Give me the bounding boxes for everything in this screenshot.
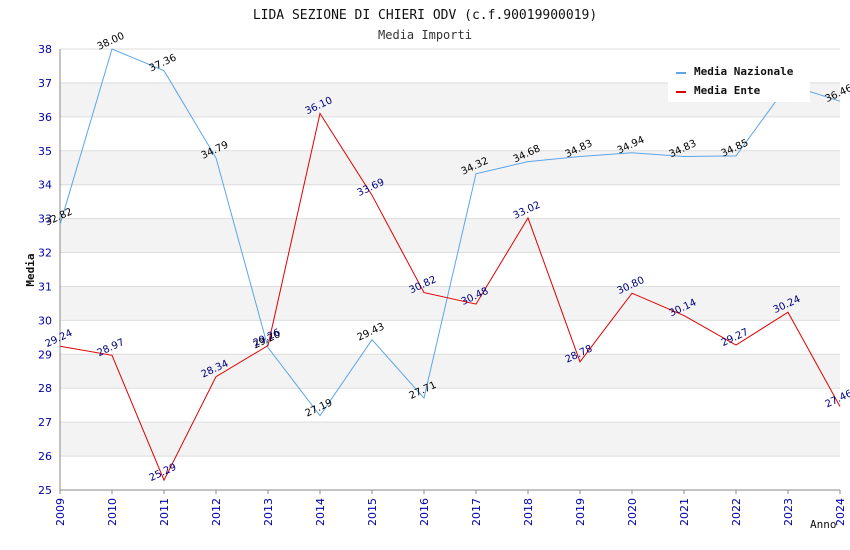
chart-title: LIDA SEZIONE DI CHIERI ODV (c.f.90019900… <box>253 8 597 23</box>
x-tick-label: 2013 <box>262 498 275 526</box>
x-axis-label: Anno <box>810 518 837 531</box>
y-axis-label: Media <box>24 253 37 286</box>
y-tick-label: 27 <box>38 416 52 429</box>
grid-band <box>60 116 840 151</box>
x-tick-label: 2016 <box>418 498 431 526</box>
x-tick-label: 2010 <box>106 498 119 526</box>
grid-band <box>60 252 840 287</box>
x-tick-label: 2021 <box>678 498 691 526</box>
series-line-media-ente <box>59 112 841 482</box>
legend: Media Nazionale Media Ente <box>668 58 810 102</box>
x-tick-label: 2018 <box>522 498 535 526</box>
x-tick-label: 2019 <box>574 498 587 526</box>
legend-background <box>668 58 810 102</box>
legend-label-media-ente: Media Ente <box>694 84 761 97</box>
x-tick-label: 2024 <box>834 498 847 526</box>
grid-band <box>60 184 840 219</box>
grid-band <box>60 218 840 253</box>
x-tick-label: 2022 <box>730 498 743 526</box>
grid-band <box>60 456 840 490</box>
grid-band <box>60 320 840 355</box>
x-tick-label: 2009 <box>54 498 67 526</box>
y-tick-label: 28 <box>38 382 52 395</box>
y-tick-label: 26 <box>38 450 52 463</box>
x-tick-label: 2014 <box>314 498 327 526</box>
x-tick-label: 2011 <box>158 498 171 526</box>
series-lines <box>59 48 841 482</box>
x-tick-label: 2015 <box>366 498 379 526</box>
y-tick-label: 33 <box>38 213 52 226</box>
chart-subtitle: Media Importi <box>378 28 472 42</box>
y-tick-label: 38 <box>38 43 52 56</box>
y-tick-label: 25 <box>38 484 52 497</box>
y-tick-label: 35 <box>38 145 52 158</box>
x-tick-label: 2023 <box>782 498 795 526</box>
grid-band <box>60 388 840 423</box>
grid-band <box>60 354 840 389</box>
y-tick-label: 32 <box>38 247 52 260</box>
grid-band <box>60 286 840 321</box>
grid-band <box>60 422 840 457</box>
x-tick-label: 2012 <box>210 498 223 526</box>
axes: 25 26 27 28 29 30 31 32 33 34 35 36 37 38 2009 2010 2011… <box>38 43 847 526</box>
series-line-media-nazionale <box>59 48 841 417</box>
y-tick-label: 30 <box>38 314 52 327</box>
grid-bands <box>60 48 840 491</box>
legend-label-media-nazionale: Media Nazionale <box>694 65 794 78</box>
y-tick-label: 36 <box>38 111 52 124</box>
y-tick-label: 37 <box>38 77 52 90</box>
y-tick-label: 31 <box>38 280 52 293</box>
y-tick-label: 29 <box>38 348 52 361</box>
x-tick-label: 2017 <box>470 498 483 526</box>
y-tick-label: 34 <box>38 179 52 192</box>
x-tick-label: 2020 <box>626 498 639 526</box>
